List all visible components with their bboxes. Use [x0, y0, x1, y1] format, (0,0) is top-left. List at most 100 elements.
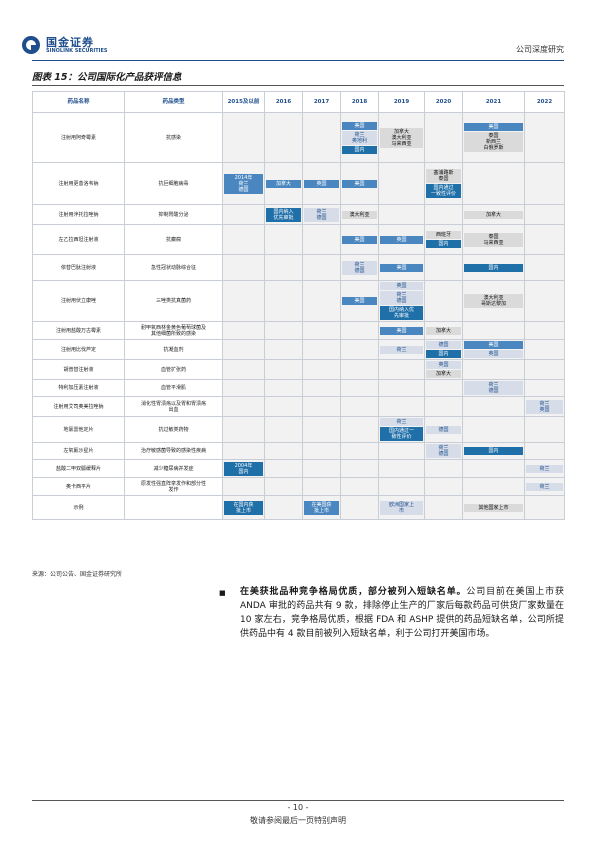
logo-mark-icon [22, 36, 40, 54]
footer-rule [32, 800, 564, 801]
drug-name-cell: 注射用盐酸万古霉素 [32, 321, 125, 340]
approval-tag: 荷兰 德国 [304, 207, 339, 222]
approval-tag: 荷兰 [380, 345, 423, 354]
year-cell [340, 339, 379, 360]
year-cell: 荷兰 [378, 339, 425, 360]
approval-tag: 德国 [426, 425, 461, 434]
drug-type-cell: 抗凝血剂 [124, 339, 223, 360]
approval-tag: 2014年 荷兰 德国 [224, 173, 263, 194]
year-cell [424, 280, 463, 322]
approval-tag: 其他国家上市 [464, 503, 523, 512]
table-row: 胡普替注射液 血管扩张药 英国 加拿大 [32, 359, 565, 380]
approval-tag: 国内纳入优 先审批 [380, 306, 423, 320]
approval-tag: 荷兰 德国 [380, 291, 423, 305]
drug-type-cell: 耐甲氧西林金黄色葡萄球菌及 其他细菌所致的感染 [124, 321, 223, 340]
year-cell: 泰国 马来西亚 [462, 224, 525, 255]
year-cell [424, 254, 463, 281]
year-cell [264, 339, 303, 360]
drug-name-cell: 注射用比伐芦定 [32, 339, 125, 360]
approval-tag: 泰国 新西兰 白俄罗斯 [464, 132, 523, 152]
year-cell: 荷兰 德国 [424, 442, 463, 460]
year-cell [378, 442, 425, 460]
figure-title: 图表 15：公司国际化产品获评信息 [32, 72, 182, 83]
column-header: 2015及以前 [222, 91, 265, 113]
year-cell [378, 396, 425, 417]
page-header: 国金证券 SINOLINK SECURITIES 公司深度研究 [0, 0, 596, 62]
drug-type-cell: 抗过敏类药物 [124, 416, 223, 443]
table-header-row: 药品名称 药品类型 2015及以前 2016 2017 2018 2019 2020 2021 2… [32, 91, 565, 113]
year-cell [424, 112, 463, 163]
year-cell [524, 280, 565, 322]
column-header: 药品名称 [32, 91, 125, 113]
year-cell [462, 162, 525, 205]
year-cell [340, 495, 379, 520]
year-cell [222, 280, 265, 322]
year-cell [340, 459, 379, 478]
approval-tag: 国内通过一 致性评价 [380, 427, 423, 441]
year-cell: 荷兰 德国 [462, 379, 525, 397]
approval-tag: 国内 [464, 263, 523, 272]
year-cell [264, 416, 303, 443]
year-cell [424, 379, 463, 397]
year-cell [524, 416, 565, 443]
approval-tag: 国内 [426, 350, 461, 358]
year-cell [302, 477, 341, 496]
column-header: 2022 [524, 91, 565, 113]
table-row: 注射用更昔洛韦钠 抗巨细胞病毒 2014年 荷兰 德国 加拿大 英国 美国 塞浦路斯 泰国国… [32, 162, 565, 205]
drug-type-cell: 血管平滑肌 [124, 379, 223, 397]
year-cell: 澳大利亚 [340, 204, 379, 225]
year-cell: 澳大利亚 哥斯达黎加 [462, 280, 525, 322]
drug-type-cell: 抗癫痫 [124, 224, 223, 255]
year-cell [378, 162, 425, 205]
drug-type-cell: 血管扩张药 [124, 359, 223, 380]
drug-type-cell: 减少糖尿病并发症 [124, 459, 223, 478]
year-cell [264, 495, 303, 520]
year-cell: 加拿大 澳大利亚 马来西亚 [378, 112, 425, 163]
year-cell: 美国 [340, 224, 379, 255]
year-cell [462, 416, 525, 443]
year-cell [302, 379, 341, 397]
year-cell [424, 396, 463, 417]
year-cell [302, 359, 341, 380]
table-body: 注射用阿奇霉素 抗感染 美国 荷兰 奥地利 国内 加拿大 澳大利亚 马来西亚 美国 泰国 新西… [32, 112, 565, 520]
approval-tag: 在国内获 批上市 [224, 500, 263, 515]
drug-type-cell: 急性冠状动脉综合征 [124, 254, 223, 281]
approval-tag: 澳大利亚 哥斯达黎加 [464, 294, 523, 308]
drug-type-cell: 原发性强直阵挛发作和部分性 发作 [124, 477, 223, 496]
year-cell: 2004年 国内 [222, 459, 265, 478]
year-cell [264, 459, 303, 478]
approval-tag: 荷兰 德国 [464, 381, 523, 395]
year-cell [378, 477, 425, 496]
year-cell [524, 321, 565, 340]
approval-tag: 荷兰 英国 [526, 399, 563, 414]
year-cell [222, 477, 265, 496]
approval-tag: 荷兰 [526, 482, 563, 491]
paragraph-lead: 在美获批品种竞争格局优质，部分被列入短缺名单。 [240, 587, 467, 597]
year-cell [462, 359, 525, 380]
drug-type-cell [124, 495, 223, 520]
year-cell [302, 339, 341, 360]
logo-text-cn: 国金证券 [46, 36, 94, 49]
year-cell: 在国内获 批上市 [222, 495, 265, 520]
year-cell: 荷兰 [524, 459, 565, 478]
year-cell [524, 112, 565, 163]
approval-tag: 加拿大 [266, 179, 301, 188]
drug-name-cell: 注射用阿奇霉素 [32, 112, 125, 163]
drug-name-cell: 依替巴肽注射液 [32, 254, 125, 281]
approval-tag: 英国 [426, 361, 461, 369]
year-cell: 美国 [340, 280, 379, 322]
table-row: 注射用盐酸万古霉素 耐甲氧西林金黄色葡萄球菌及 其他细菌所致的感染 美国 加拿大 [32, 321, 565, 340]
year-cell [264, 396, 303, 417]
year-cell [222, 379, 265, 397]
table-row: 注射用阿奇霉素 抗感染 美国 荷兰 奥地利 国内 加拿大 澳大利亚 马来西亚 美国 泰国 新西… [32, 112, 565, 163]
year-cell [524, 339, 565, 360]
year-cell [302, 442, 341, 460]
year-cell [424, 495, 463, 520]
year-cell: 美国 [378, 254, 425, 281]
approval-tag: 德国 [426, 341, 461, 349]
year-cell [462, 459, 525, 478]
year-cell: 美国 [378, 321, 425, 340]
approval-tag: 国内纳入 优先审批 [266, 207, 301, 222]
sinolink-logo: 国金证券 SINOLINK SECURITIES [22, 36, 122, 58]
year-cell [264, 224, 303, 255]
